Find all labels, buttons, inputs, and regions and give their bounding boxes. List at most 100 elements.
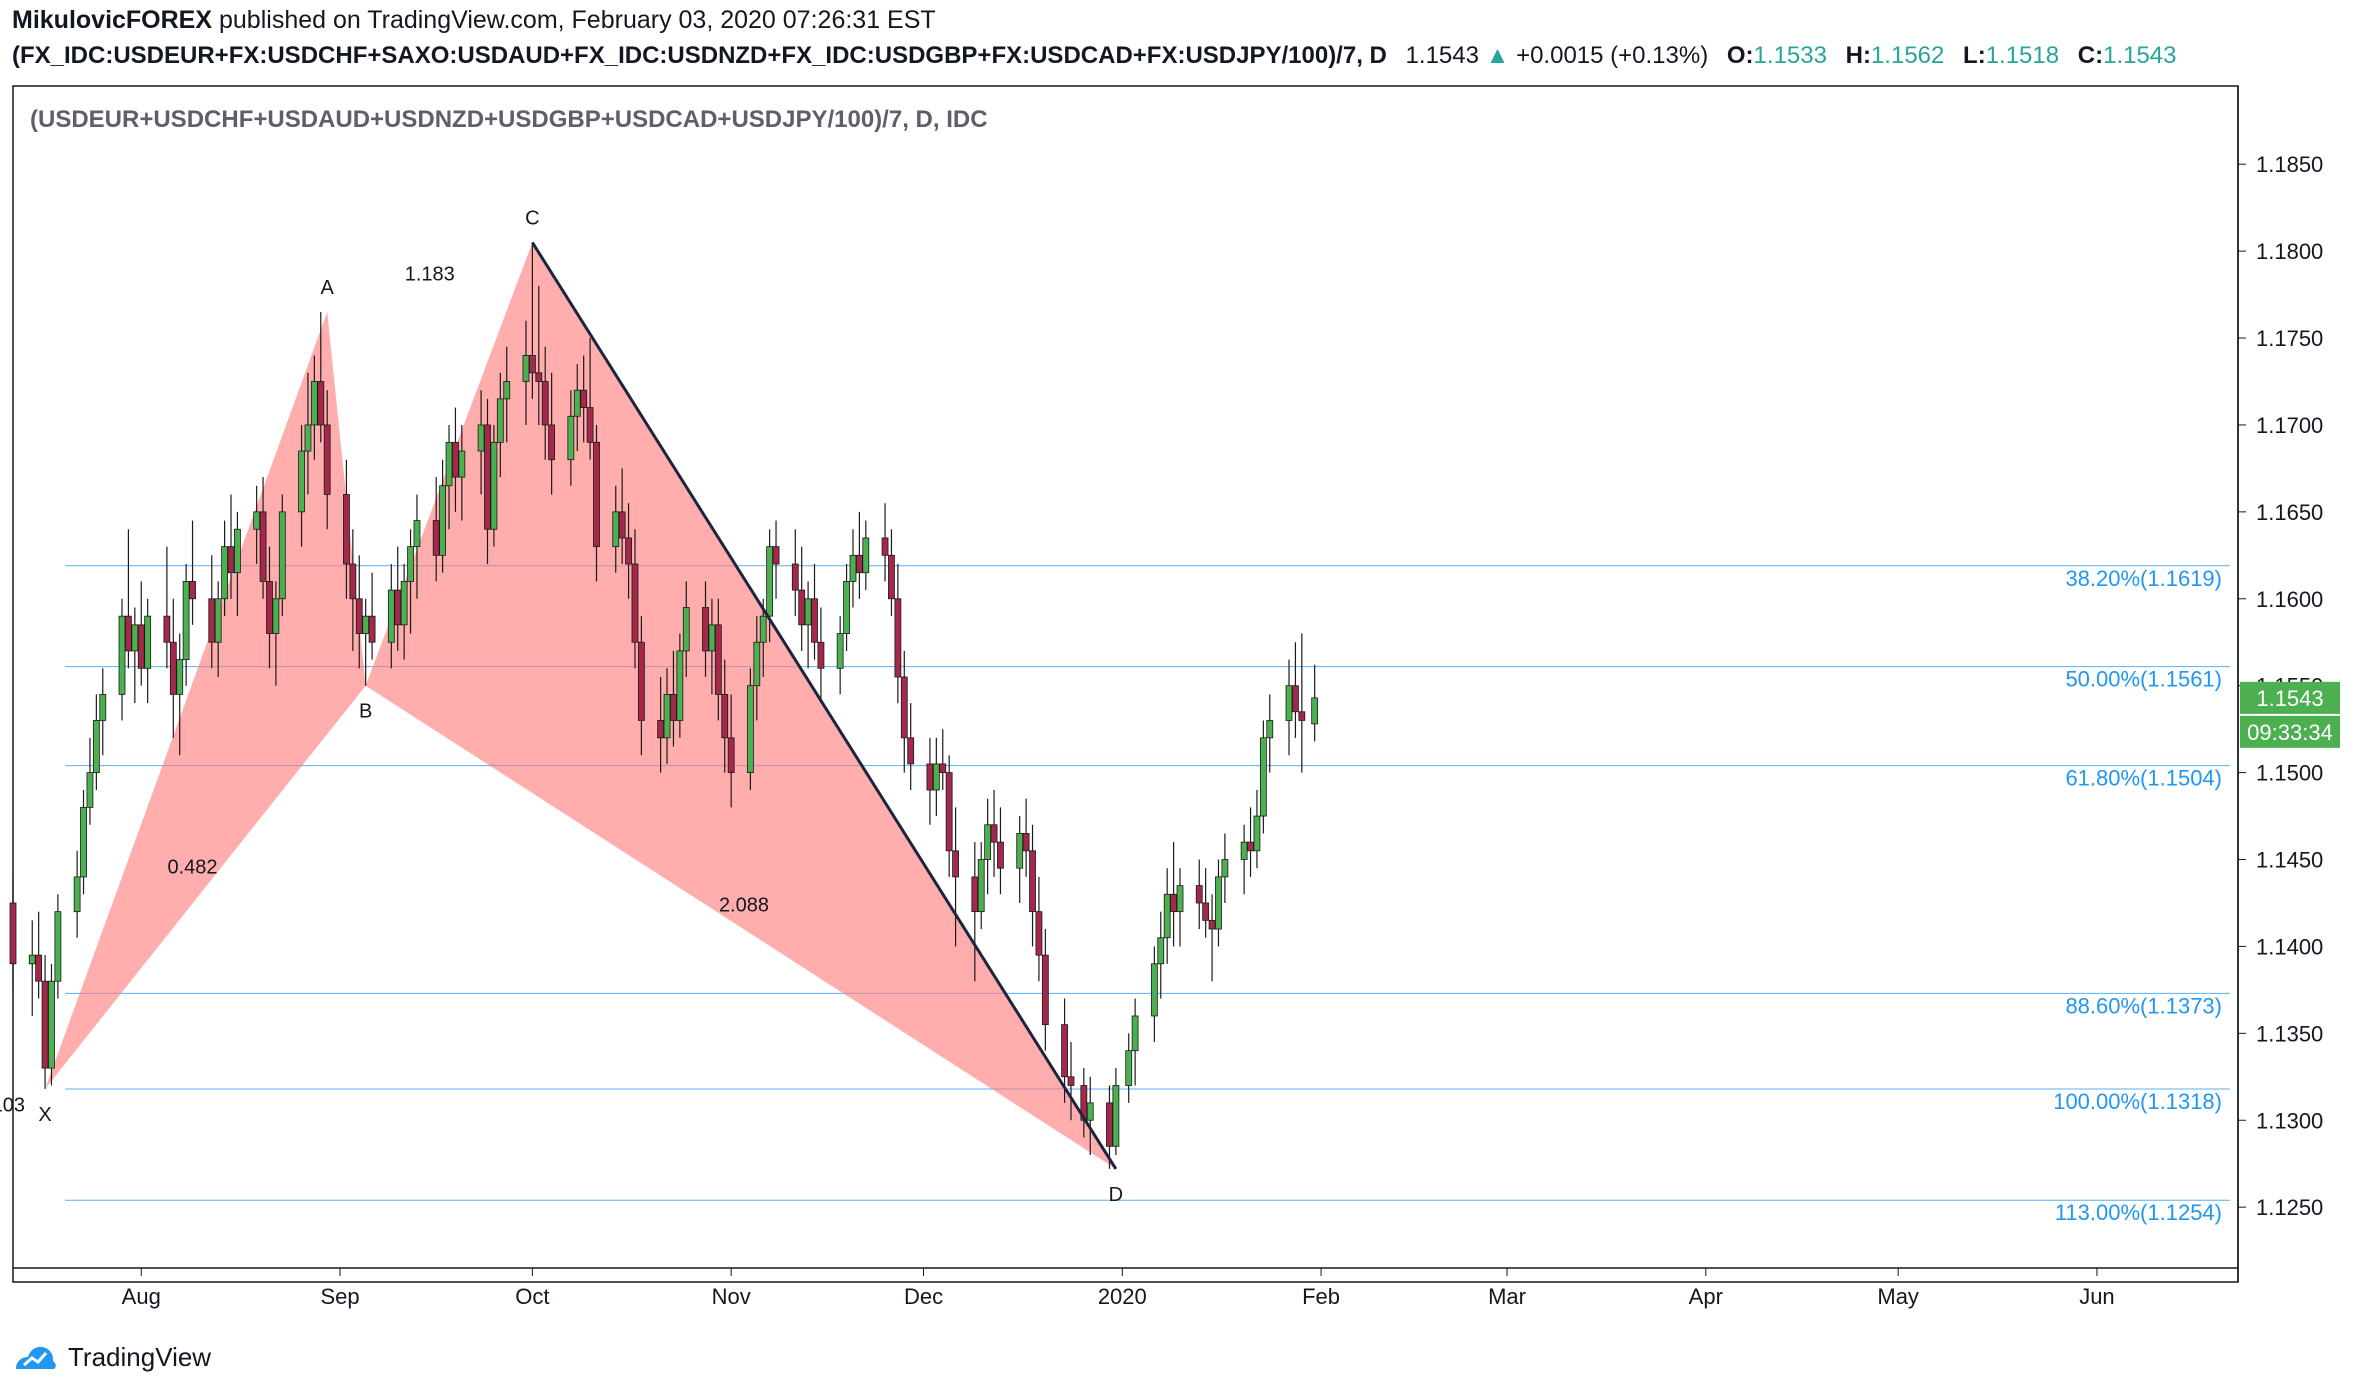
- y-tick-label-9: 1.1400: [2256, 934, 2323, 959]
- candle-body-111: [1016, 833, 1024, 869]
- candle-body-34: [317, 381, 325, 426]
- candle-body-132: [1215, 876, 1222, 930]
- x-tick-label-0: Aug: [122, 1284, 161, 1309]
- candle-body-75: [682, 607, 690, 652]
- candle-body-96: [881, 537, 889, 556]
- x-tick-label-1: Sep: [320, 1284, 359, 1309]
- x-tick-label-2: Oct: [515, 1284, 549, 1309]
- candle-body-14: [137, 624, 145, 669]
- candle-body-125: [1157, 937, 1165, 965]
- y-tick-label-8: 1.1450: [2256, 848, 2323, 873]
- close-value: 1.1543: [2103, 42, 2177, 69]
- high-value: 1.1562: [1870, 42, 1945, 69]
- x-tick-label-10: Jun: [2079, 1284, 2114, 1309]
- candle-body-56: [522, 355, 530, 382]
- candle-body-35: [323, 424, 331, 495]
- candle-body-12: [125, 615, 132, 652]
- candle-body-129: [1195, 885, 1203, 904]
- candle-body-25: [234, 528, 241, 574]
- y-tick-label-1: 1.1800: [2256, 239, 2323, 264]
- time-axis[interactable]: Aug Sep Oct Nov Dec 2020 Feb Mar Apr May Jun: [122, 1268, 2115, 1309]
- countdown-badge: [2240, 715, 2340, 748]
- author-name[interactable]: MikulovicFOREX: [12, 6, 213, 34]
- candle-body-13: [131, 624, 139, 652]
- cd-leg-line[interactable]: [531, 241, 1118, 1170]
- x-tick-label-8: Apr: [1689, 1284, 1723, 1309]
- fib-label-3: 88.60%(1.1373): [2065, 993, 2222, 1018]
- candle-body-57: [528, 355, 536, 374]
- candle-body-108: [984, 824, 992, 860]
- candle-body-113: [1029, 850, 1036, 913]
- y-tick-label-11: 1.1300: [2256, 1108, 2323, 1133]
- candle-body-90: [817, 641, 825, 669]
- candle-body-9: [92, 720, 100, 774]
- candle-body-101: [926, 763, 934, 791]
- candle-body-29: [272, 598, 280, 634]
- x-tick-label-6: Feb: [1302, 1284, 1340, 1309]
- candle-body-114: [1035, 911, 1043, 956]
- close-label: C:: [2077, 42, 2104, 69]
- candle-body-49: [452, 441, 459, 478]
- candle-body-5: [54, 911, 62, 982]
- candle-body-102: [932, 763, 940, 791]
- candle-body-22: [214, 598, 222, 643]
- candle-body-51: [477, 424, 485, 452]
- y-tick-label-7: 1.1500: [2256, 761, 2323, 786]
- candle-body-86: [791, 563, 799, 591]
- point-label-c: C: [525, 207, 539, 229]
- candle-body-11: [118, 615, 126, 695]
- candle-body-32: [304, 424, 312, 452]
- candle-body-7: [80, 806, 87, 878]
- candle-body-83: [759, 615, 767, 643]
- candle-body-8: [86, 772, 94, 808]
- candle-body-30: [278, 511, 286, 600]
- fib-label-4: 100.00%(1.1318): [2053, 1089, 2222, 1114]
- harmonic-pattern[interactable]: [45, 242, 1116, 1169]
- published-text: published on TradingView.com, February 0…: [219, 6, 936, 34]
- candle-body-124: [1150, 963, 1158, 1017]
- x-tick-label-3: Nov: [712, 1284, 751, 1309]
- footer: TradingView: [12, 1342, 211, 1373]
- candle-body-54: [496, 398, 504, 443]
- fib-label-0: 38.20%(1.1619): [2065, 566, 2222, 591]
- candle-body-106: [971, 876, 979, 913]
- candle-body-94: [855, 554, 863, 574]
- ratio-label-3: 1.103: [0, 1095, 25, 1117]
- price-change: +0.0015 (+0.13%): [1516, 42, 1709, 69]
- xab-triangle: [45, 311, 366, 1089]
- candle-body-76: [702, 607, 709, 652]
- candle-body-15: [144, 615, 152, 669]
- price-axis[interactable]: 1.1850 1.1800 1.1750 1.1700 1.1650 1.1600 1.15…: [2238, 152, 2323, 1220]
- candle-body-97: [888, 554, 895, 600]
- fib-label-2: 61.80%(1.1504): [2065, 766, 2222, 791]
- candle-body-1: [28, 954, 36, 965]
- candle-body-127: [1170, 893, 1177, 913]
- candle-body-71: [657, 720, 665, 739]
- tradingview-brand[interactable]: TradingView: [68, 1342, 212, 1372]
- candle-body-59: [541, 381, 549, 426]
- candle-body-98: [894, 598, 902, 678]
- candle-body-89: [811, 598, 818, 643]
- point-label-x: X: [38, 1104, 51, 1126]
- candle-body-123: [1131, 1015, 1139, 1052]
- candle-body-87: [798, 589, 806, 626]
- open-value: 1.1533: [1753, 42, 1827, 69]
- candle-body-6: [73, 876, 81, 913]
- candle-body-103: [939, 763, 947, 774]
- candle-body-48: [445, 441, 453, 487]
- candle-body-115: [1041, 954, 1049, 1026]
- fib-label-1: 50.00%(1.1561): [2065, 667, 2222, 692]
- candle-body-20: [189, 580, 196, 600]
- y-tick-label-2: 1.1750: [2256, 326, 2323, 351]
- candle-body-134: [1240, 841, 1248, 860]
- candle-body-47: [439, 485, 447, 556]
- last-price-label: 1.1543: [2256, 686, 2323, 711]
- candle-body-104: [945, 772, 953, 852]
- candle-body-121: [1112, 1085, 1120, 1147]
- candle-body-100: [907, 737, 915, 765]
- y-tick-label-3: 1.1700: [2256, 413, 2323, 438]
- y-tick-label-4: 1.1650: [2256, 500, 2323, 525]
- candle-body-39: [362, 615, 370, 634]
- candle-body-63: [580, 389, 588, 408]
